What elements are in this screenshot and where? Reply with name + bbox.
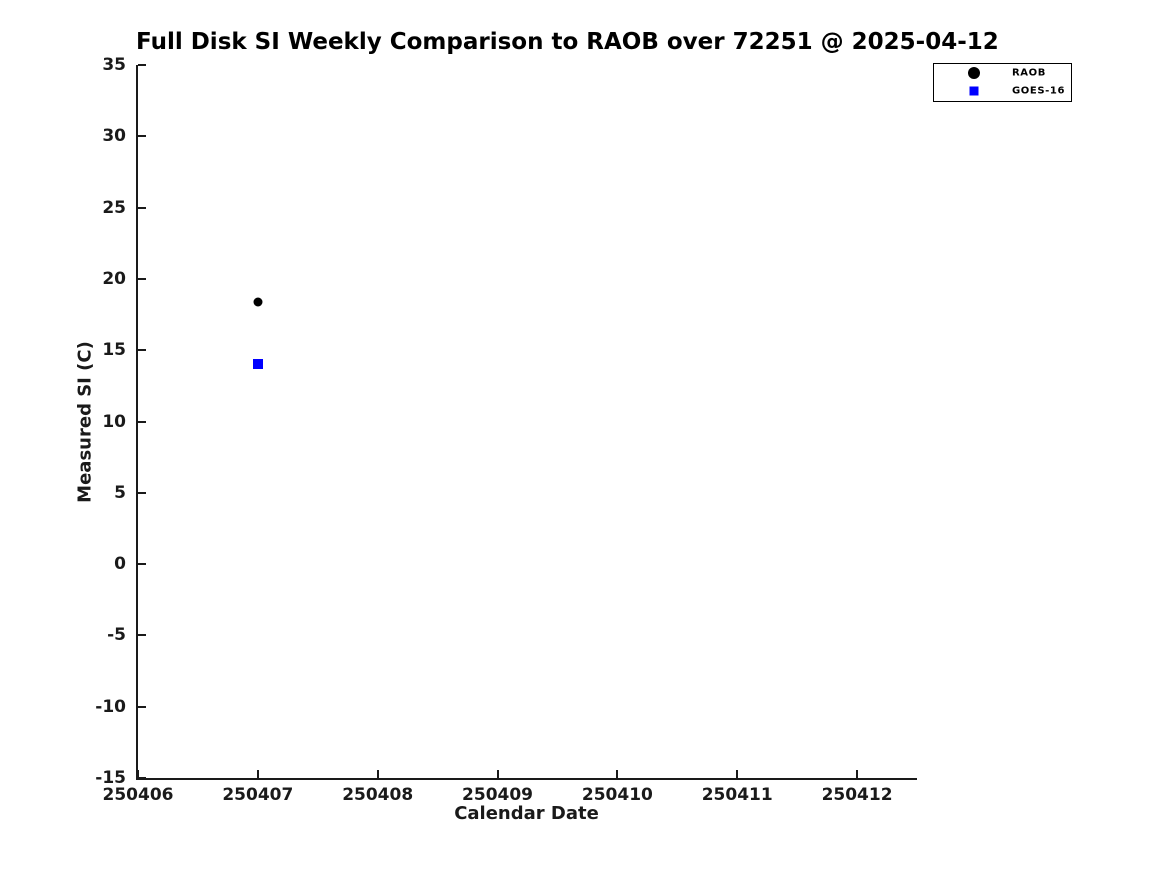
data-point-goes-16 xyxy=(252,359,263,370)
y-tick xyxy=(138,563,146,566)
x-tick xyxy=(736,770,739,778)
y-tick xyxy=(138,420,146,423)
y-tick xyxy=(138,206,146,209)
x-tick-label: 250409 xyxy=(462,785,534,805)
legend-item-raob: RAOB xyxy=(934,64,1071,82)
y-tick-label: 15 xyxy=(102,340,126,361)
x-tick xyxy=(376,770,379,778)
y-tick-label: 10 xyxy=(102,411,126,432)
y-axis-label: Measured SI (C) xyxy=(74,341,96,503)
y-tick xyxy=(138,705,146,708)
legend: RAOB GOES-16 xyxy=(933,63,1072,102)
y-tick-label: -10 xyxy=(95,696,126,717)
x-tick-label: 250408 xyxy=(342,785,414,805)
x-tick-label: 250411 xyxy=(701,785,773,805)
y-tick xyxy=(138,277,146,280)
x-axis-label: Calendar Date xyxy=(454,803,599,824)
y-tick-label: 0 xyxy=(114,554,126,575)
y-tick xyxy=(138,491,146,494)
chart-title: Full Disk SI Weekly Comparison to RAOB o… xyxy=(136,29,999,55)
y-tick-label: 5 xyxy=(114,482,126,503)
y-tick xyxy=(138,135,146,138)
data-point-raob xyxy=(253,297,263,307)
y-tick-label: -5 xyxy=(107,625,126,646)
y-tick-label: 20 xyxy=(102,268,126,289)
x-tick xyxy=(496,770,499,778)
legend-label: RAOB xyxy=(1012,67,1046,79)
legend-label: GOES-16 xyxy=(1012,85,1066,97)
plot-area: 35 30 25 20 15 10 5 0 -5 -10 -15 250406 250407 250408… xyxy=(95,55,917,805)
x-tick-label: 250412 xyxy=(821,785,893,805)
y-tick-label: 30 xyxy=(102,126,126,147)
y-tick-label: 35 xyxy=(102,55,126,75)
y-tick-label: 25 xyxy=(102,197,126,218)
y-tick xyxy=(138,777,146,779)
y-tick xyxy=(138,349,146,352)
legend-item-goes-16: GOES-16 xyxy=(934,82,1071,100)
x-tick-label: 250406 xyxy=(102,785,174,805)
x-tick xyxy=(616,770,619,778)
raob-legend-marker-icon xyxy=(968,67,980,79)
goes-16-legend-marker-icon xyxy=(969,86,979,96)
x-tick xyxy=(137,770,139,778)
x-tick-label: 250410 xyxy=(581,785,653,805)
y-tick xyxy=(138,634,146,637)
y-tick-label: -15 xyxy=(95,768,126,788)
x-tick xyxy=(256,770,259,778)
x-tick-label: 250407 xyxy=(222,785,294,805)
y-tick xyxy=(138,64,146,66)
x-tick xyxy=(856,770,859,778)
